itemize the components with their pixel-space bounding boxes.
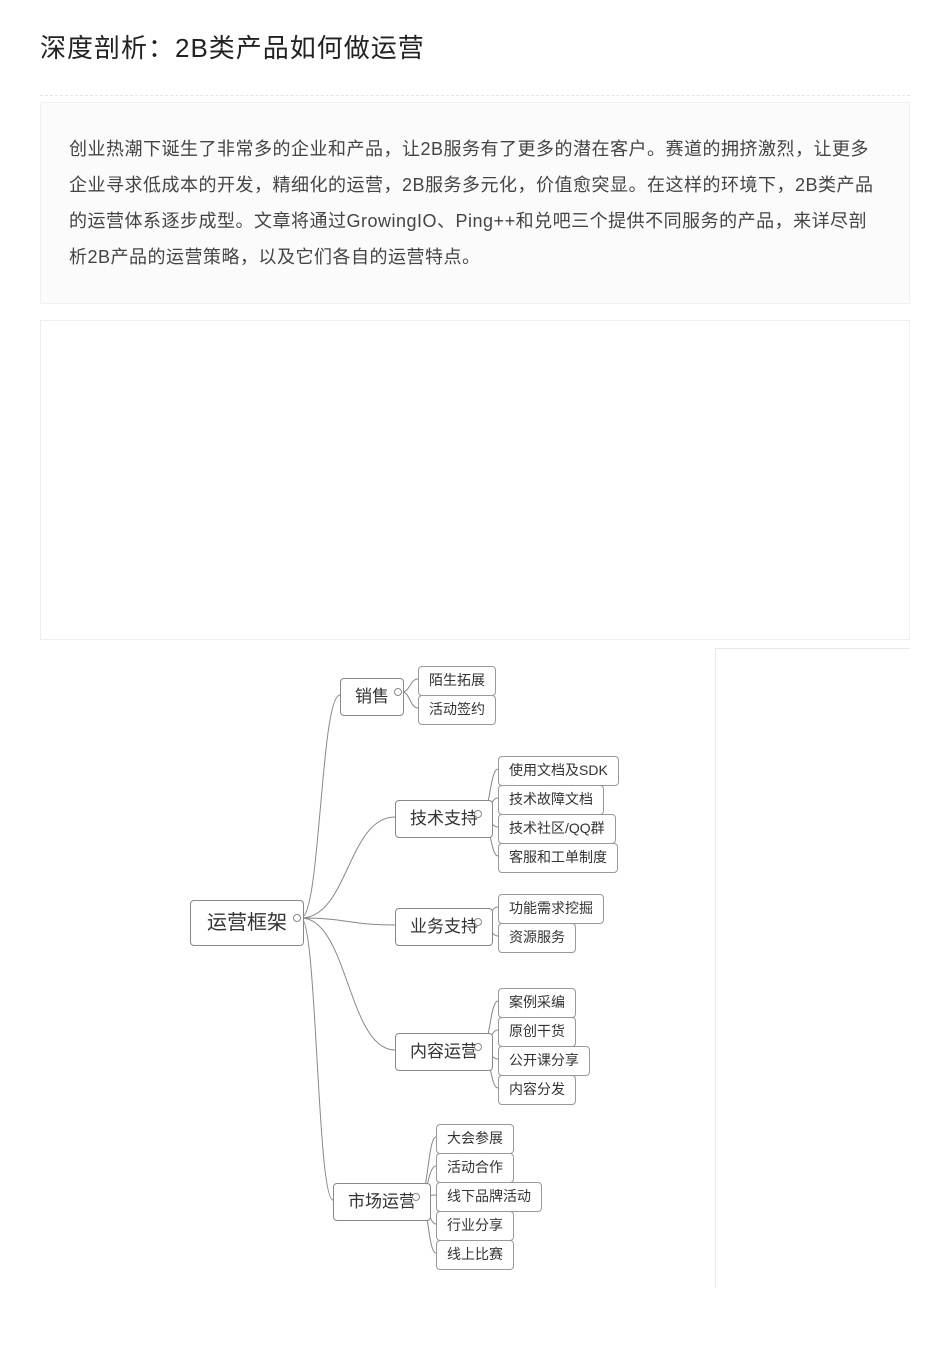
- mindmap-connector-icon: [412, 1193, 420, 1201]
- mindmap-connector-icon: [474, 810, 482, 818]
- mindmap-connector-icon: [474, 1043, 482, 1051]
- hero-image-placeholder: [40, 320, 910, 640]
- mindmap-leaf: 线上比赛: [436, 1240, 514, 1270]
- mindmap-leaf: 原创干货: [498, 1017, 576, 1047]
- mindmap-leaf: 案例采编: [498, 988, 576, 1018]
- side-panel: [715, 648, 910, 1288]
- mindmap-leaf: 技术故障文档: [498, 785, 604, 815]
- mindmap-leaf: 功能需求挖掘: [498, 894, 604, 924]
- mindmap-leaf: 活动合作: [436, 1153, 514, 1183]
- mindmap-connector-icon: [474, 918, 482, 926]
- mindmap-leaf: 公开课分享: [498, 1046, 590, 1076]
- mindmap-leaf: 行业分享: [436, 1211, 514, 1241]
- mindmap-diagram: 运营框架 销售陌生拓展活动签约技术支持使用文档及SDK技术故障文档技术社区/QQ群…: [40, 648, 910, 1268]
- mindmap-leaf: 内容分发: [498, 1075, 576, 1105]
- mindmap-branch: 销售: [340, 678, 404, 716]
- article-title: 深度剖析：2B类产品如何做运营: [40, 28, 910, 96]
- mindmap-branch: 市场运营: [333, 1183, 431, 1221]
- mindmap-leaf: 使用文档及SDK: [498, 756, 619, 786]
- mindmap-leaf: 线下品牌活动: [436, 1182, 542, 1212]
- mindmap-leaf: 客服和工单制度: [498, 843, 618, 873]
- mindmap-leaf: 陌生拓展: [418, 666, 496, 696]
- mindmap-leaf: 资源服务: [498, 923, 576, 953]
- mindmap-leaf: 活动签约: [418, 695, 496, 725]
- mindmap-leaf: 大会参展: [436, 1124, 514, 1154]
- mindmap-leaf: 技术社区/QQ群: [498, 814, 616, 844]
- mindmap-connector-icon: [394, 688, 402, 696]
- intro-card: 创业热潮下诞生了非常多的企业和产品，让2B服务有了更多的潜在客户。赛道的拥挤激烈…: [40, 102, 910, 304]
- mindmap-branch: 技术支持: [395, 800, 493, 838]
- mindmap-root: 运营框架: [190, 900, 304, 946]
- intro-text: 创业热潮下诞生了非常多的企业和产品，让2B服务有了更多的潜在客户。赛道的拥挤激烈…: [69, 131, 881, 275]
- mindmap-branch: 内容运营: [395, 1033, 493, 1071]
- mindmap-connector-icon: [293, 914, 301, 922]
- mindmap-branch: 业务支持: [395, 908, 493, 946]
